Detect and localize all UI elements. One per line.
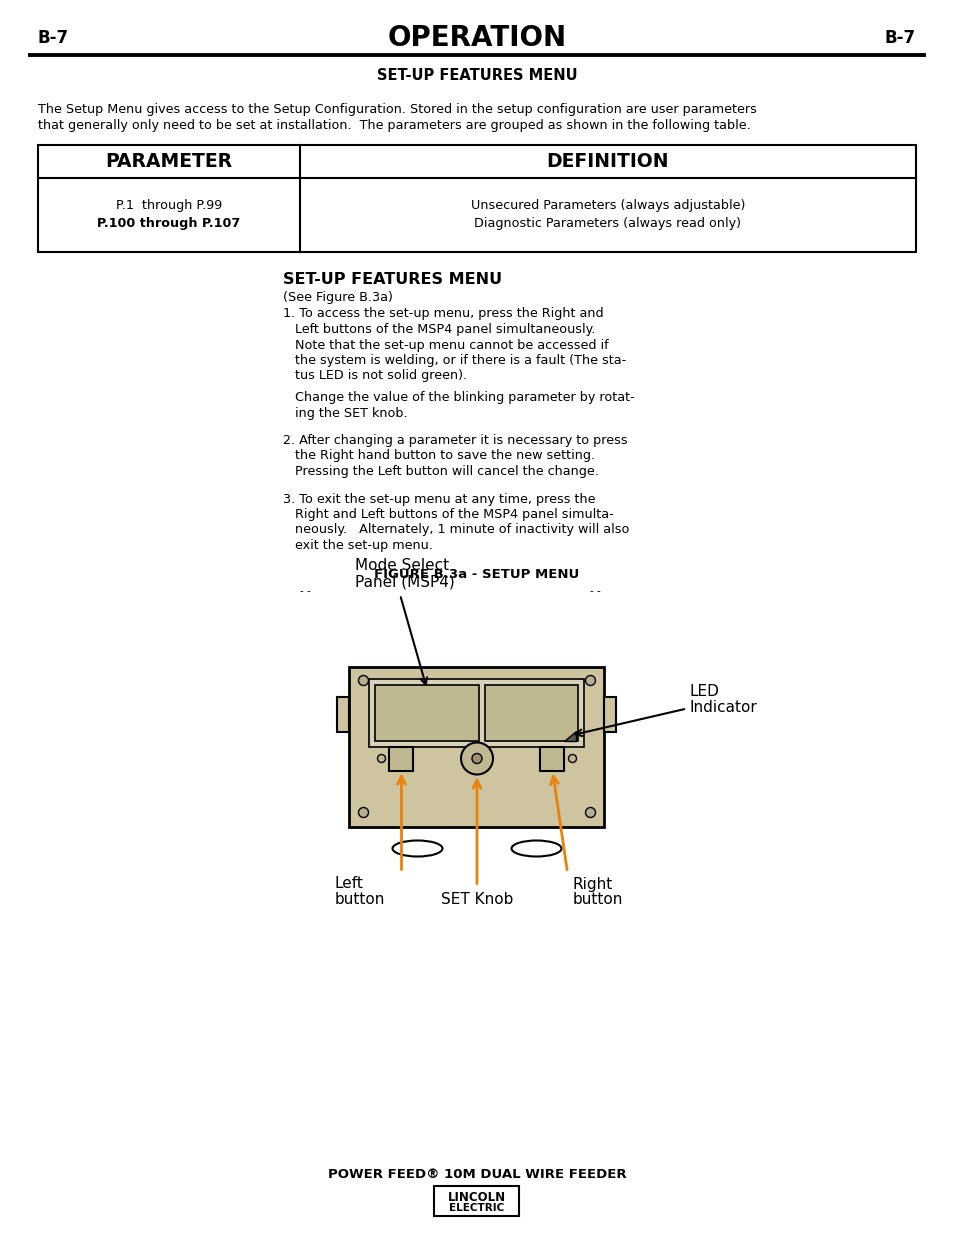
Text: Left: Left (335, 877, 363, 892)
Circle shape (585, 808, 595, 818)
Text: the Right hand button to save the new setting.: the Right hand button to save the new se… (283, 450, 595, 462)
Text: FIGURE B.3a - SETUP MENU: FIGURE B.3a - SETUP MENU (374, 568, 579, 582)
Text: The Setup Menu gives access to the Setup Configuration. Stored in the setup conf: The Setup Menu gives access to the Setup… (38, 103, 756, 116)
Text: Indicator: Indicator (689, 700, 757, 715)
Text: neously.   Alternately, 1 minute of inactivity will also: neously. Alternately, 1 minute of inacti… (283, 524, 629, 536)
Bar (38, 144, 915, 252)
Text: button: button (572, 893, 622, 908)
Text: Unsecured Parameters (always adjustable): Unsecured Parameters (always adjustable) (471, 199, 744, 211)
Text: LED: LED (689, 684, 720, 699)
Text: - -: - - (589, 587, 600, 597)
Text: 3. To exit the set-up menu at any time, press the: 3. To exit the set-up menu at any time, … (283, 493, 595, 505)
Circle shape (358, 808, 368, 818)
Text: Note that the set-up menu cannot be accessed if: Note that the set-up menu cannot be acce… (283, 338, 608, 352)
Text: B-7: B-7 (38, 28, 69, 47)
Text: SET Knob: SET Knob (440, 893, 513, 908)
Text: SET-UP FEATURES MENU: SET-UP FEATURES MENU (376, 68, 577, 84)
Text: - -: - - (299, 587, 311, 597)
Text: PARAMETER: PARAMETER (106, 152, 233, 170)
Text: OPERATION: OPERATION (387, 23, 566, 52)
Text: ELECTRIC: ELECTRIC (449, 1203, 504, 1213)
Ellipse shape (511, 841, 561, 857)
Circle shape (472, 753, 481, 763)
Text: 2. After changing a parameter it is necessary to press: 2. After changing a parameter it is nece… (283, 433, 627, 447)
Text: DEFINITION: DEFINITION (546, 152, 669, 170)
Text: Diagnostic Parameters (always read only): Diagnostic Parameters (always read only) (474, 216, 740, 230)
Text: P.1  through P.99: P.1 through P.99 (115, 199, 222, 211)
Polygon shape (564, 730, 576, 741)
Text: 1. To access the set-up menu, press the Right and: 1. To access the set-up menu, press the … (283, 308, 603, 321)
Circle shape (377, 755, 385, 762)
Circle shape (568, 755, 576, 762)
Text: Right and Left buttons of the MSP4 panel simulta-: Right and Left buttons of the MSP4 panel… (283, 508, 613, 521)
Bar (369, 678, 584, 746)
Text: the system is welding, or if there is a fault (The sta-: the system is welding, or if there is a … (283, 354, 625, 367)
Text: that generally only need to be set at installation.  The parameters are grouped : that generally only need to be set at in… (38, 119, 750, 131)
Text: ing the SET knob.: ing the SET knob. (283, 406, 407, 420)
Text: POWER FEED® 10M DUAL WIRE FEEDER: POWER FEED® 10M DUAL WIRE FEEDER (327, 1168, 626, 1181)
Bar (349, 667, 604, 826)
Circle shape (358, 676, 368, 685)
Bar (337, 697, 349, 731)
Ellipse shape (392, 841, 442, 857)
Bar (389, 746, 413, 771)
Text: Change the value of the blinking parameter by rotat-: Change the value of the blinking paramet… (283, 391, 634, 404)
Text: button: button (335, 893, 384, 908)
Text: tus LED is not solid green).: tus LED is not solid green). (283, 369, 467, 383)
Text: (See Figure B.3a): (See Figure B.3a) (283, 291, 393, 304)
Text: Mode Select: Mode Select (355, 558, 449, 573)
Text: P.100 through P.107: P.100 through P.107 (97, 216, 240, 230)
Circle shape (585, 676, 595, 685)
Text: Right: Right (572, 877, 612, 892)
Text: SET-UP FEATURES MENU: SET-UP FEATURES MENU (283, 272, 501, 287)
Bar (484, 684, 578, 741)
Text: Panel (MSP4): Panel (MSP4) (355, 574, 455, 589)
Bar (540, 746, 564, 771)
Text: B-7: B-7 (884, 28, 915, 47)
Text: LINCOLN: LINCOLN (448, 1191, 505, 1204)
Text: Pressing the Left button will cancel the change.: Pressing the Left button will cancel the… (283, 466, 598, 478)
Text: exit the set-up menu.: exit the set-up menu. (283, 538, 433, 552)
Bar (375, 684, 478, 741)
Text: Left buttons of the MSP4 panel simultaneously.: Left buttons of the MSP4 panel simultane… (283, 324, 595, 336)
Circle shape (460, 742, 493, 774)
Bar (604, 697, 616, 731)
Bar (434, 1186, 519, 1216)
